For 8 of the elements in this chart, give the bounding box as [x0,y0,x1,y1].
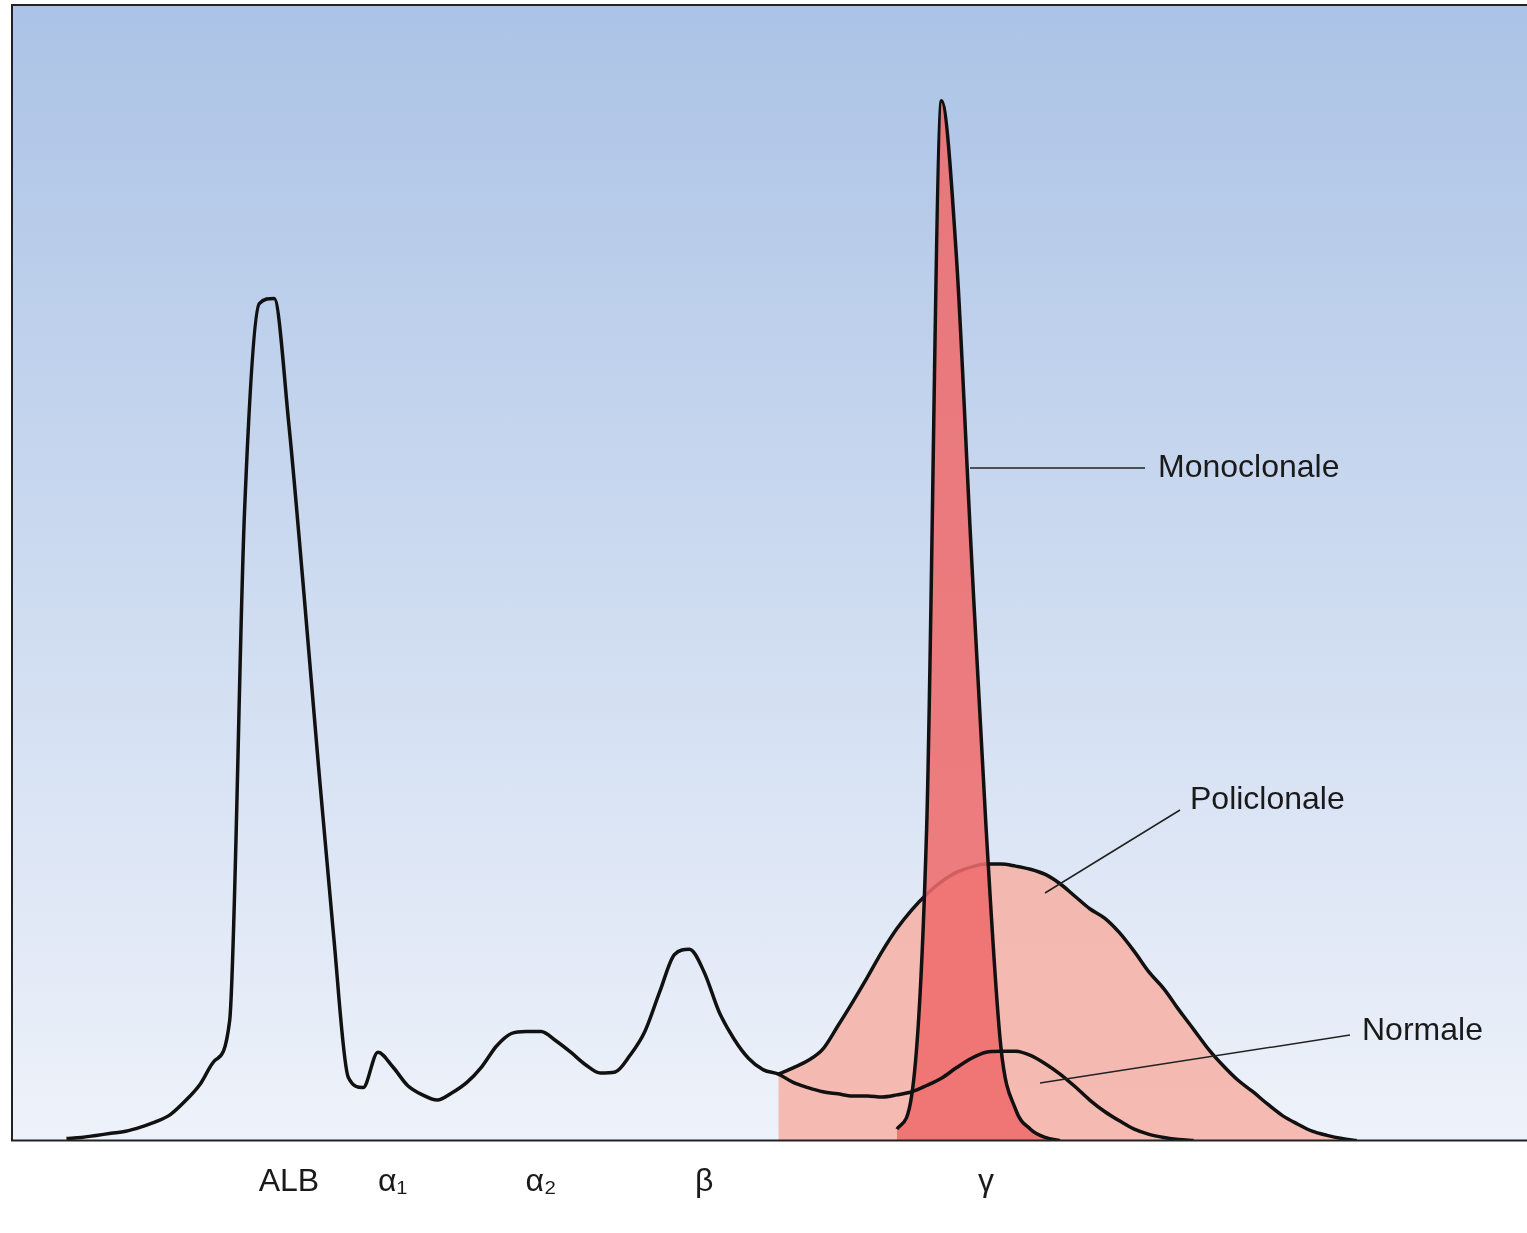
x-tick-label: ALB [258,1161,320,1198]
x-tick-label: α₁ [378,1161,408,1198]
x-tick-label: β [694,1161,714,1198]
text: Policlonale [1190,779,1345,816]
x-tick-label: γ [977,1161,994,1198]
x-tick-label: α₂ [525,1161,557,1198]
text: Monoclonale [1158,447,1340,484]
text: Normale [1362,1010,1483,1047]
